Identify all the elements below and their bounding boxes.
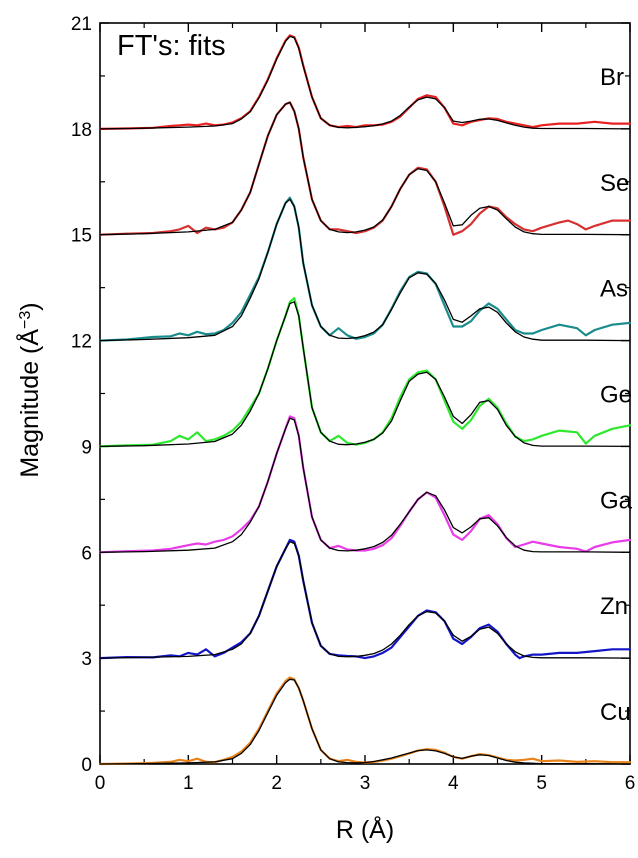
- x-tick-label: 6: [625, 773, 636, 794]
- series-ga-fit-line: [99, 417, 631, 553]
- series-label-ge: Ge: [600, 382, 632, 409]
- series-label-as: As: [600, 276, 628, 303]
- series-br-fit-line: [99, 35, 631, 130]
- chart-title: FT's: fits: [117, 30, 226, 62]
- x-tick-label: 5: [536, 773, 547, 794]
- y-axis-label-close: ): [16, 302, 44, 310]
- y-axis-label: Magnitude (Å−3): [14, 302, 44, 477]
- series-label-se: Se: [600, 170, 629, 197]
- series-label-cu: Cu: [600, 699, 631, 726]
- series-label-zn: Zn: [600, 593, 628, 620]
- series-cu-fit-line: [99, 678, 631, 765]
- x-tick-label: 1: [183, 773, 194, 794]
- series-label-ga: Ga: [600, 487, 633, 514]
- series-se-fit-line: [99, 101, 631, 236]
- y-tick-label: 6: [81, 543, 92, 564]
- x-axis-label: R (Å): [336, 814, 394, 844]
- y-tick-label: 18: [71, 120, 92, 141]
- series-as-fit-line: [99, 198, 631, 342]
- y-axis-label-superscript: −3: [17, 311, 34, 329]
- labels-layer: Cu Zn Ga Ge As Se Br: [600, 64, 633, 726]
- y-tick-label: 12: [71, 332, 92, 353]
- series-se-data-line: [98, 101, 632, 236]
- y-tick-label: 15: [71, 226, 92, 247]
- x-tick-label: 3: [360, 773, 371, 794]
- x-tick-label: 2: [271, 773, 282, 794]
- y-tick-label: 9: [81, 437, 92, 458]
- series-ge-data-line: [98, 297, 632, 448]
- series-cu-data-line: [98, 676, 632, 766]
- series-zn-data-line: [98, 538, 632, 660]
- series-ge-fit-line: [99, 301, 631, 448]
- y-tick-label: 0: [81, 755, 92, 776]
- curves-layer: [98, 34, 632, 766]
- series-zn-fit-line: [99, 541, 631, 659]
- x-tick-label: 0: [95, 773, 106, 794]
- series-as-data-line: [98, 196, 632, 342]
- y-tick-label: 21: [71, 14, 92, 35]
- y-tick-label: 3: [81, 649, 92, 670]
- x-tick-label: 4: [448, 773, 459, 794]
- series-label-br: Br: [600, 64, 624, 91]
- y-axis-label-main: Magnitude (Å: [14, 329, 44, 478]
